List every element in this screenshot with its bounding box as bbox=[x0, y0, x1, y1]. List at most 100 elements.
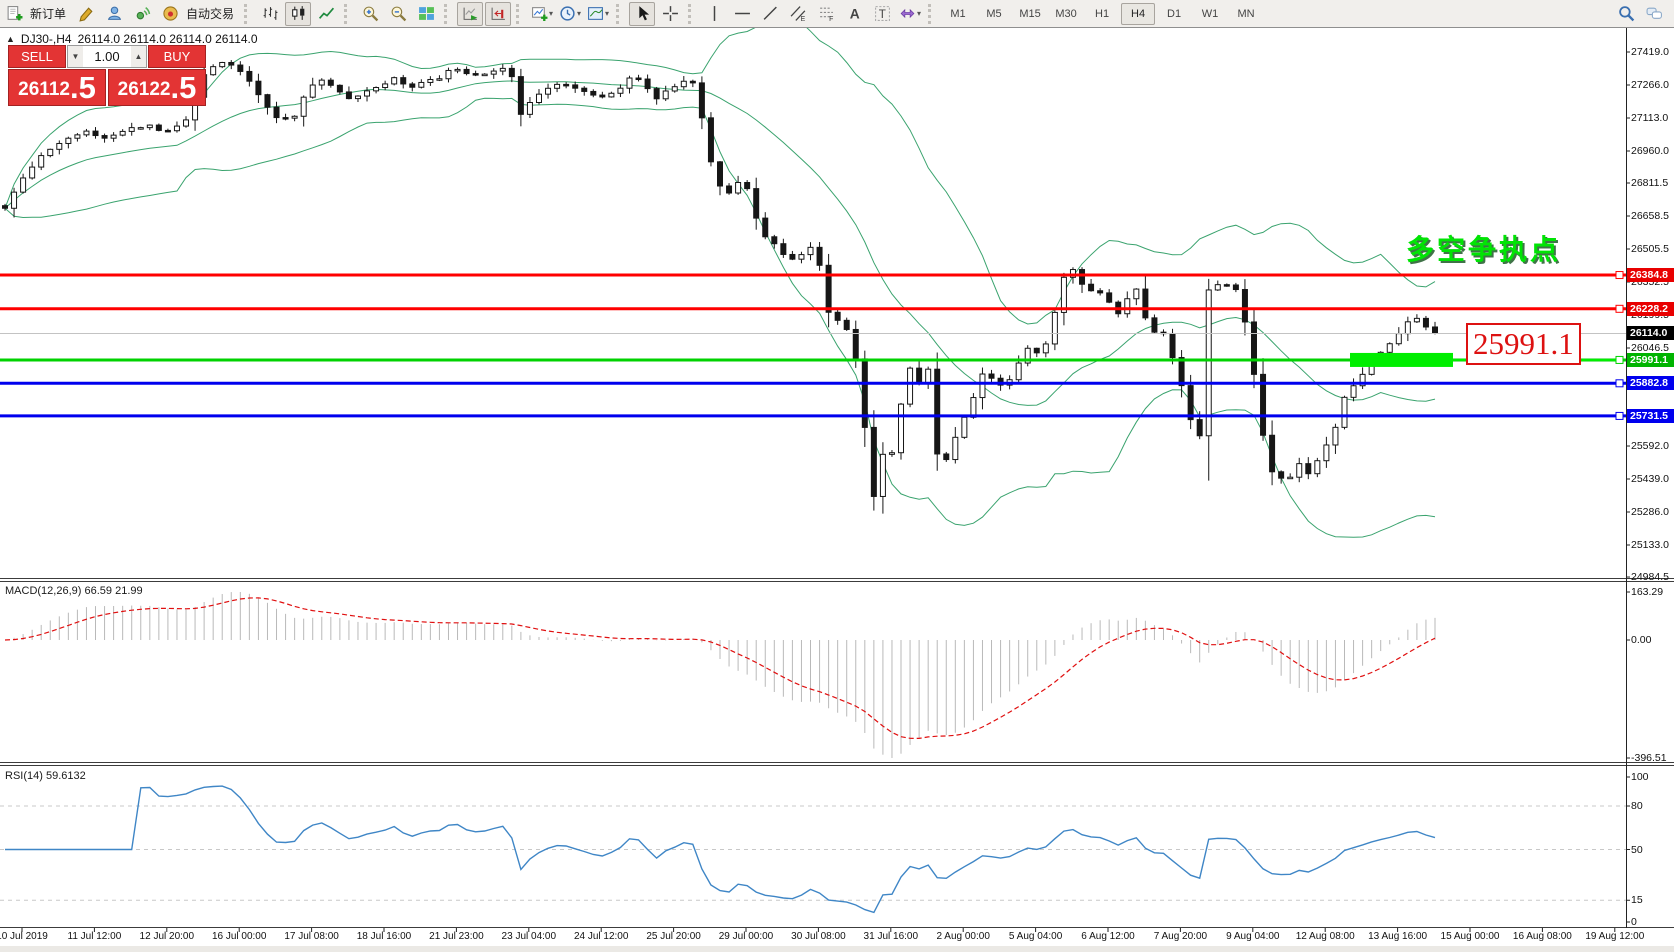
horizontal-line-button[interactable] bbox=[729, 2, 755, 26]
candle-down bbox=[563, 83, 570, 87]
chat-button[interactable] bbox=[1641, 2, 1667, 26]
tf-m15[interactable]: M15 bbox=[1019, 7, 1041, 20]
macd-signal-line bbox=[4, 597, 1436, 740]
candle-down bbox=[345, 91, 352, 100]
tf-h1[interactable]: H1 bbox=[1095, 7, 1110, 20]
sell-price[interactable]: 26112.5 bbox=[8, 69, 106, 106]
bull-bear-annotation[interactable]: 多空争执点 bbox=[1406, 234, 1562, 265]
candle-up bbox=[1069, 269, 1076, 278]
candle-down bbox=[508, 67, 515, 78]
candle-down bbox=[744, 182, 751, 190]
pivot-highlight-segment[interactable] bbox=[1350, 352, 1453, 367]
buy-button[interactable]: BUY bbox=[148, 45, 206, 68]
tf-m30[interactable]: M30 bbox=[1055, 7, 1077, 20]
signals-button[interactable] bbox=[129, 2, 155, 26]
tile-windows-button[interactable] bbox=[413, 2, 439, 26]
candle-up bbox=[56, 142, 63, 150]
rsi-indicator-label: RSI(14) 59.6132 bbox=[5, 770, 86, 782]
toolbar-separator bbox=[244, 3, 253, 24]
level-handle[interactable] bbox=[1615, 411, 1624, 420]
vertical-line-button[interactable] bbox=[701, 2, 727, 26]
bar-chart-button[interactable] bbox=[257, 2, 283, 26]
crosshair-button[interactable] bbox=[657, 2, 683, 26]
level-handle[interactable] bbox=[1615, 355, 1624, 364]
trendline-button[interactable] bbox=[757, 2, 783, 26]
line-chart-button[interactable] bbox=[313, 2, 339, 26]
cursor-button[interactable] bbox=[629, 1, 656, 26]
candle-down bbox=[726, 185, 733, 194]
search-button[interactable] bbox=[1613, 2, 1639, 26]
price-badge-bid: 26114.0 bbox=[1627, 326, 1674, 341]
volume-increase-button[interactable]: ▲ bbox=[131, 46, 146, 67]
candle-down bbox=[327, 79, 334, 86]
time-axis-label: 7 Aug 20:00 bbox=[1153, 931, 1208, 942]
candle-up bbox=[354, 95, 361, 100]
tf-m1[interactable]: M1 bbox=[950, 7, 966, 20]
level-handle[interactable] bbox=[1615, 379, 1624, 388]
time-axis-label: 16 Aug 08:00 bbox=[1512, 931, 1572, 942]
sell-price-pips: .5 bbox=[69, 70, 96, 105]
tf-mn[interactable]: MN bbox=[1237, 7, 1255, 20]
candle-up bbox=[83, 130, 90, 136]
tf-m5[interactable]: M5 bbox=[986, 7, 1002, 20]
level-handle[interactable] bbox=[1615, 271, 1624, 280]
buy-price[interactable]: 26122.5 bbox=[108, 69, 206, 106]
new-chart-button[interactable]: ▾ bbox=[529, 2, 555, 26]
candle-down bbox=[472, 73, 479, 76]
periods-button[interactable]: ▾ bbox=[557, 2, 583, 26]
time-axis-label: 10 Jul 2019 bbox=[0, 931, 48, 942]
new-order-button[interactable] bbox=[1, 2, 27, 26]
text-label-button[interactable]: T bbox=[869, 2, 895, 26]
autotrading-button[interactable] bbox=[157, 2, 183, 26]
equidistant-channel-button[interactable]: E bbox=[785, 2, 811, 26]
candle-down bbox=[1151, 317, 1158, 333]
price-callout-label[interactable]: 25991.1 bbox=[1466, 323, 1581, 365]
autotrading-icon bbox=[162, 5, 179, 22]
candle-down bbox=[1278, 471, 1285, 479]
rsi-axis-label: 0 bbox=[1631, 916, 1637, 928]
community-button[interactable] bbox=[101, 2, 127, 26]
community-icon bbox=[106, 5, 123, 22]
text-button[interactable]: A bbox=[841, 2, 867, 26]
new-order-button-label: 新订单 bbox=[30, 7, 67, 21]
toolbar: 新订单 自动交易 ▾ ▾ ▾ E F A T ▾ M1 M5 M15 M30 H1 H4 D1 W1 MN bbox=[0, 0, 1674, 28]
shapes-icon bbox=[899, 5, 916, 22]
candle-down bbox=[246, 70, 253, 82]
candle-down bbox=[336, 84, 343, 93]
candle-up bbox=[1205, 289, 1212, 437]
time-axis-label: 24 Jul 12:00 bbox=[573, 931, 629, 942]
candle-down bbox=[1178, 357, 1185, 387]
candle-up bbox=[74, 134, 81, 139]
volume-spinner: ▼ 1.00 ▲ bbox=[67, 45, 147, 68]
volume-field[interactable]: 1.00 bbox=[83, 46, 131, 67]
shapes-button[interactable]: ▾ bbox=[897, 2, 923, 26]
candle-up bbox=[137, 127, 144, 130]
volume-decrease-button[interactable]: ▼ bbox=[68, 46, 83, 67]
zoom-in-button[interactable] bbox=[357, 2, 383, 26]
collapse-ohlc-toggle[interactable]: ▲ bbox=[6, 34, 15, 44]
ohlc-values: 26114.0 26114.0 26114.0 26114.0 bbox=[77, 32, 258, 46]
toolbar-separator bbox=[444, 3, 453, 24]
tf-w1[interactable]: W1 bbox=[1201, 7, 1219, 20]
level-handle[interactable] bbox=[1615, 304, 1624, 313]
candle-down bbox=[599, 94, 606, 98]
price-axis-label: 25286.0 bbox=[1631, 506, 1669, 518]
channel-icon: E bbox=[790, 5, 807, 22]
candle-up bbox=[391, 77, 398, 85]
zoom-out-button[interactable] bbox=[385, 2, 411, 26]
fibonacci-button[interactable]: F bbox=[813, 2, 839, 26]
tile-icon bbox=[418, 5, 435, 22]
templates-button[interactable]: ▾ bbox=[585, 2, 611, 26]
tf-h4[interactable]: H4 bbox=[1121, 2, 1156, 25]
tf-d1[interactable]: D1 bbox=[1167, 7, 1182, 20]
chart-shift-button[interactable] bbox=[485, 1, 512, 26]
candle-up bbox=[318, 79, 325, 86]
candlestick-button[interactable] bbox=[285, 1, 312, 26]
candle-down bbox=[997, 377, 1004, 386]
candle-up bbox=[798, 254, 805, 260]
auto-scroll-button[interactable] bbox=[457, 1, 484, 26]
sell-button[interactable]: SELL bbox=[8, 45, 66, 68]
metaeditor-button[interactable] bbox=[73, 2, 99, 26]
toolbar-separator bbox=[616, 3, 625, 24]
